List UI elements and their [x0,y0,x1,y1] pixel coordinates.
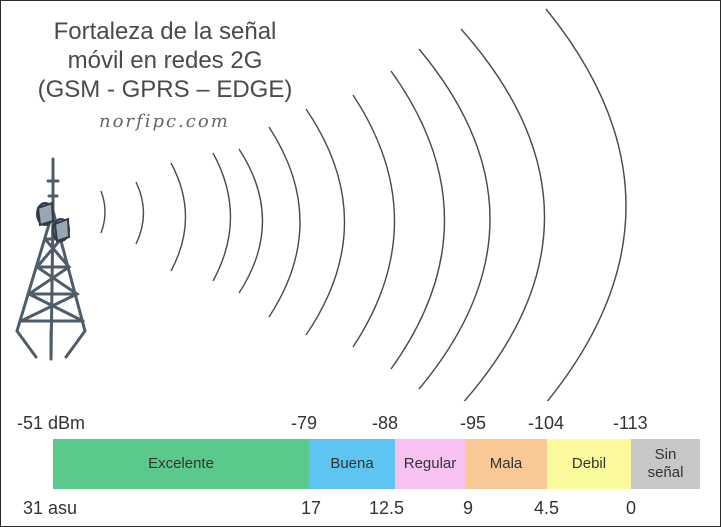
segment-debil: Debil [547,439,631,489]
wave-2 [135,181,145,245]
wave-8 [352,94,396,348]
signal-strength-bar: Excelente Buena Regular Mala Debil Sin s… [53,439,700,489]
bottom-label-17: 17 [301,498,322,518]
diagram-title: Fortaleza de la señal móvil en redes 2G … [15,17,315,104]
segment-excelente: Excelente [53,439,309,489]
wave-4 [212,152,232,282]
wave-5 [238,148,264,294]
wave-6 [268,126,301,318]
wave-3 [170,162,187,272]
wave-10 [418,48,491,390]
top-label-104: -104 [528,413,565,433]
watermark-text: norfipc.com [99,111,230,132]
segment-regular: Regular [395,439,465,489]
segment-buena: Buena [309,439,395,489]
top-label-95: -95 [460,413,487,433]
bottom-label-12-5: 12.5 [369,498,405,518]
bottom-label-4-5: 4.5 [534,498,560,518]
bottom-label-0: 0 [626,498,637,518]
segment-sin-senal: Sin señal [631,439,700,489]
cell-tower-icon [15,157,87,361]
bottom-label-9: 9 [463,498,474,518]
wave-11 [460,28,546,401]
signal-waves [100,8,627,401]
top-label-113: -113 [613,413,648,433]
wave-1 [100,190,106,234]
title-line-3: (GSM - GPRS – EDGE) [37,76,293,103]
wave-12 [545,8,627,401]
top-label-dbm: -51 dBm [17,413,86,433]
title-line-1: Fortaleza de la señal [53,18,277,45]
top-label-88: -88 [372,413,399,433]
title-line-2: móvil en redes 2G [67,47,263,74]
wave-9 [390,70,446,370]
top-label-79: -79 [291,413,318,433]
bottom-label-asu: 31 asu [23,498,78,518]
wave-7 [305,108,346,336]
segment-mala: Mala [465,439,547,489]
